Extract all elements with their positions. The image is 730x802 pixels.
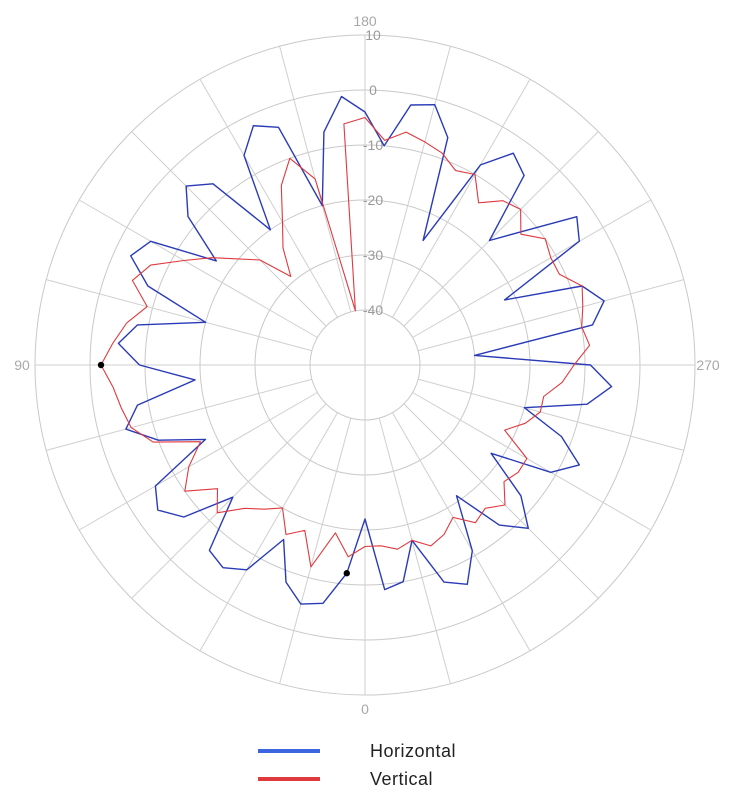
- marker-point-vertical: [98, 362, 104, 368]
- legend-label-horizontal: Horizontal: [370, 741, 456, 762]
- angle-label-top: 180: [353, 13, 377, 29]
- legend-item-horizontal: Horizontal: [258, 738, 456, 764]
- radial-tick-label: -20: [363, 192, 383, 208]
- grid-spoke: [404, 132, 598, 326]
- radial-tick-label: -40: [363, 302, 383, 318]
- marker-point-horizontal: [344, 570, 350, 576]
- grid-spoke: [418, 280, 684, 351]
- radial-tick-label: 0: [369, 82, 377, 98]
- radial-tick-labels: 100-10-20-30-40: [363, 27, 383, 318]
- angle-label-right: 270: [696, 357, 720, 373]
- grid-spoke: [418, 379, 684, 450]
- legend-label-vertical: Vertical: [370, 769, 433, 790]
- angle-label-bottom: 0: [361, 701, 369, 717]
- radial-tick-label: -30: [363, 247, 383, 263]
- radial-tick-label: 10: [365, 27, 381, 43]
- series-line-vertical: [101, 118, 590, 567]
- legend-item-vertical: Vertical: [258, 766, 433, 792]
- angle-label-left: 90: [14, 357, 30, 373]
- grid-spoke: [379, 46, 450, 312]
- grid-spoke: [404, 404, 598, 598]
- series-layer: [98, 97, 612, 605]
- grid-spoke: [46, 280, 312, 351]
- grid-spoke: [280, 418, 351, 684]
- polar-chart: 100-10-20-30-40 180 0 90 270: [0, 0, 730, 730]
- legend-swatch-vertical: [258, 777, 320, 781]
- grid-spoke: [132, 404, 326, 598]
- polar-grid: [35, 35, 695, 695]
- grid-spoke: [379, 418, 450, 684]
- legend: Horizontal Vertical: [0, 738, 730, 798]
- legend-swatch-horizontal: [258, 749, 320, 753]
